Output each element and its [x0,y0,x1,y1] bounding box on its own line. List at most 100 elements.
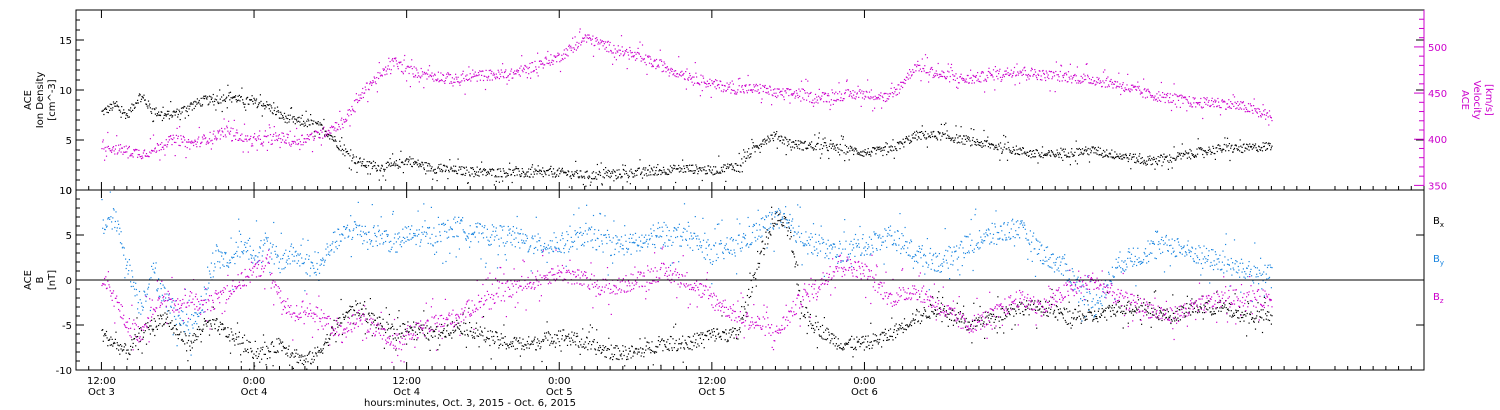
data-point [256,149,258,151]
data-point [1206,97,1208,99]
data-point [1044,77,1046,79]
data-point [271,112,273,114]
data-point [610,50,612,52]
data-point [301,123,303,125]
data-point [406,343,408,345]
data-point [670,67,672,69]
data-point [299,141,301,143]
data-point [392,60,394,62]
data-point [628,347,630,349]
data-point [509,73,511,75]
data-point [502,75,504,78]
data-point [858,153,860,155]
data-point [610,172,612,174]
data-point [469,73,471,75]
data-point [535,169,537,171]
data-point [427,73,429,75]
data-point [327,341,329,343]
data-point [114,102,116,104]
data-point [519,174,521,176]
data-point [225,136,227,138]
data-point [814,145,817,147]
data-point [334,122,336,124]
data-point [565,172,567,174]
data-point [1129,153,1131,155]
data-point [278,137,280,139]
data-point [1236,107,1238,109]
data-point [1144,88,1146,90]
data-point [282,116,284,118]
data-point [621,358,623,360]
data-point [552,343,554,345]
data-point [800,141,803,143]
data-point [1048,77,1050,80]
data-point [909,69,911,71]
data-point [234,344,236,346]
data-point [354,162,356,164]
data-point [540,169,542,171]
data-point [116,153,118,155]
data-point [862,150,864,152]
data-point [447,178,449,180]
data-point [690,77,693,79]
data-point [276,350,279,352]
data-point [666,66,668,68]
data-point [648,164,651,167]
data-point [676,168,678,170]
data-point [1027,151,1029,153]
data-point [288,142,290,144]
data-point [904,328,906,330]
data-point [193,107,195,110]
data-point [1218,148,1220,150]
data-point [477,75,479,77]
data-point [1150,96,1152,98]
data-point [595,172,597,174]
data-point [1018,72,1020,74]
data-point [1087,147,1089,150]
data-point [545,332,548,334]
data-point [294,355,296,357]
data-point [517,168,520,170]
data-point [579,176,581,178]
data-point [1092,76,1094,78]
data-point [321,131,323,133]
data-point [198,326,200,328]
data-point [1147,88,1149,90]
data-point [289,356,291,358]
data-point [1180,158,1182,160]
data-point [193,141,195,143]
data-point [160,149,162,151]
data-point [425,337,427,339]
data-point [1271,120,1273,122]
data-point [1029,75,1031,77]
data-point [994,146,996,148]
data-point [526,77,528,79]
data-point [902,138,904,140]
data-point [872,344,874,346]
data-point [237,343,239,345]
data-point [1244,150,1246,152]
data-point [677,168,679,170]
data-point [591,344,593,346]
data-point [365,308,367,310]
data-point [486,337,488,339]
data-point [678,338,680,340]
data-point [432,331,434,333]
data-point [339,128,342,130]
data-point [814,134,816,136]
data-point [735,334,737,336]
data-point [290,353,292,355]
data-point [488,75,490,77]
data-point [184,117,186,119]
data-point [526,66,528,68]
data-point [1034,156,1037,158]
data-point [272,365,274,367]
data-point [711,329,713,331]
data-point [459,325,461,327]
data-point [1109,80,1112,82]
data-point [500,343,502,345]
data-point [145,155,147,157]
data-point [196,141,198,143]
data-point [1084,75,1086,77]
data-point [1156,162,1158,164]
